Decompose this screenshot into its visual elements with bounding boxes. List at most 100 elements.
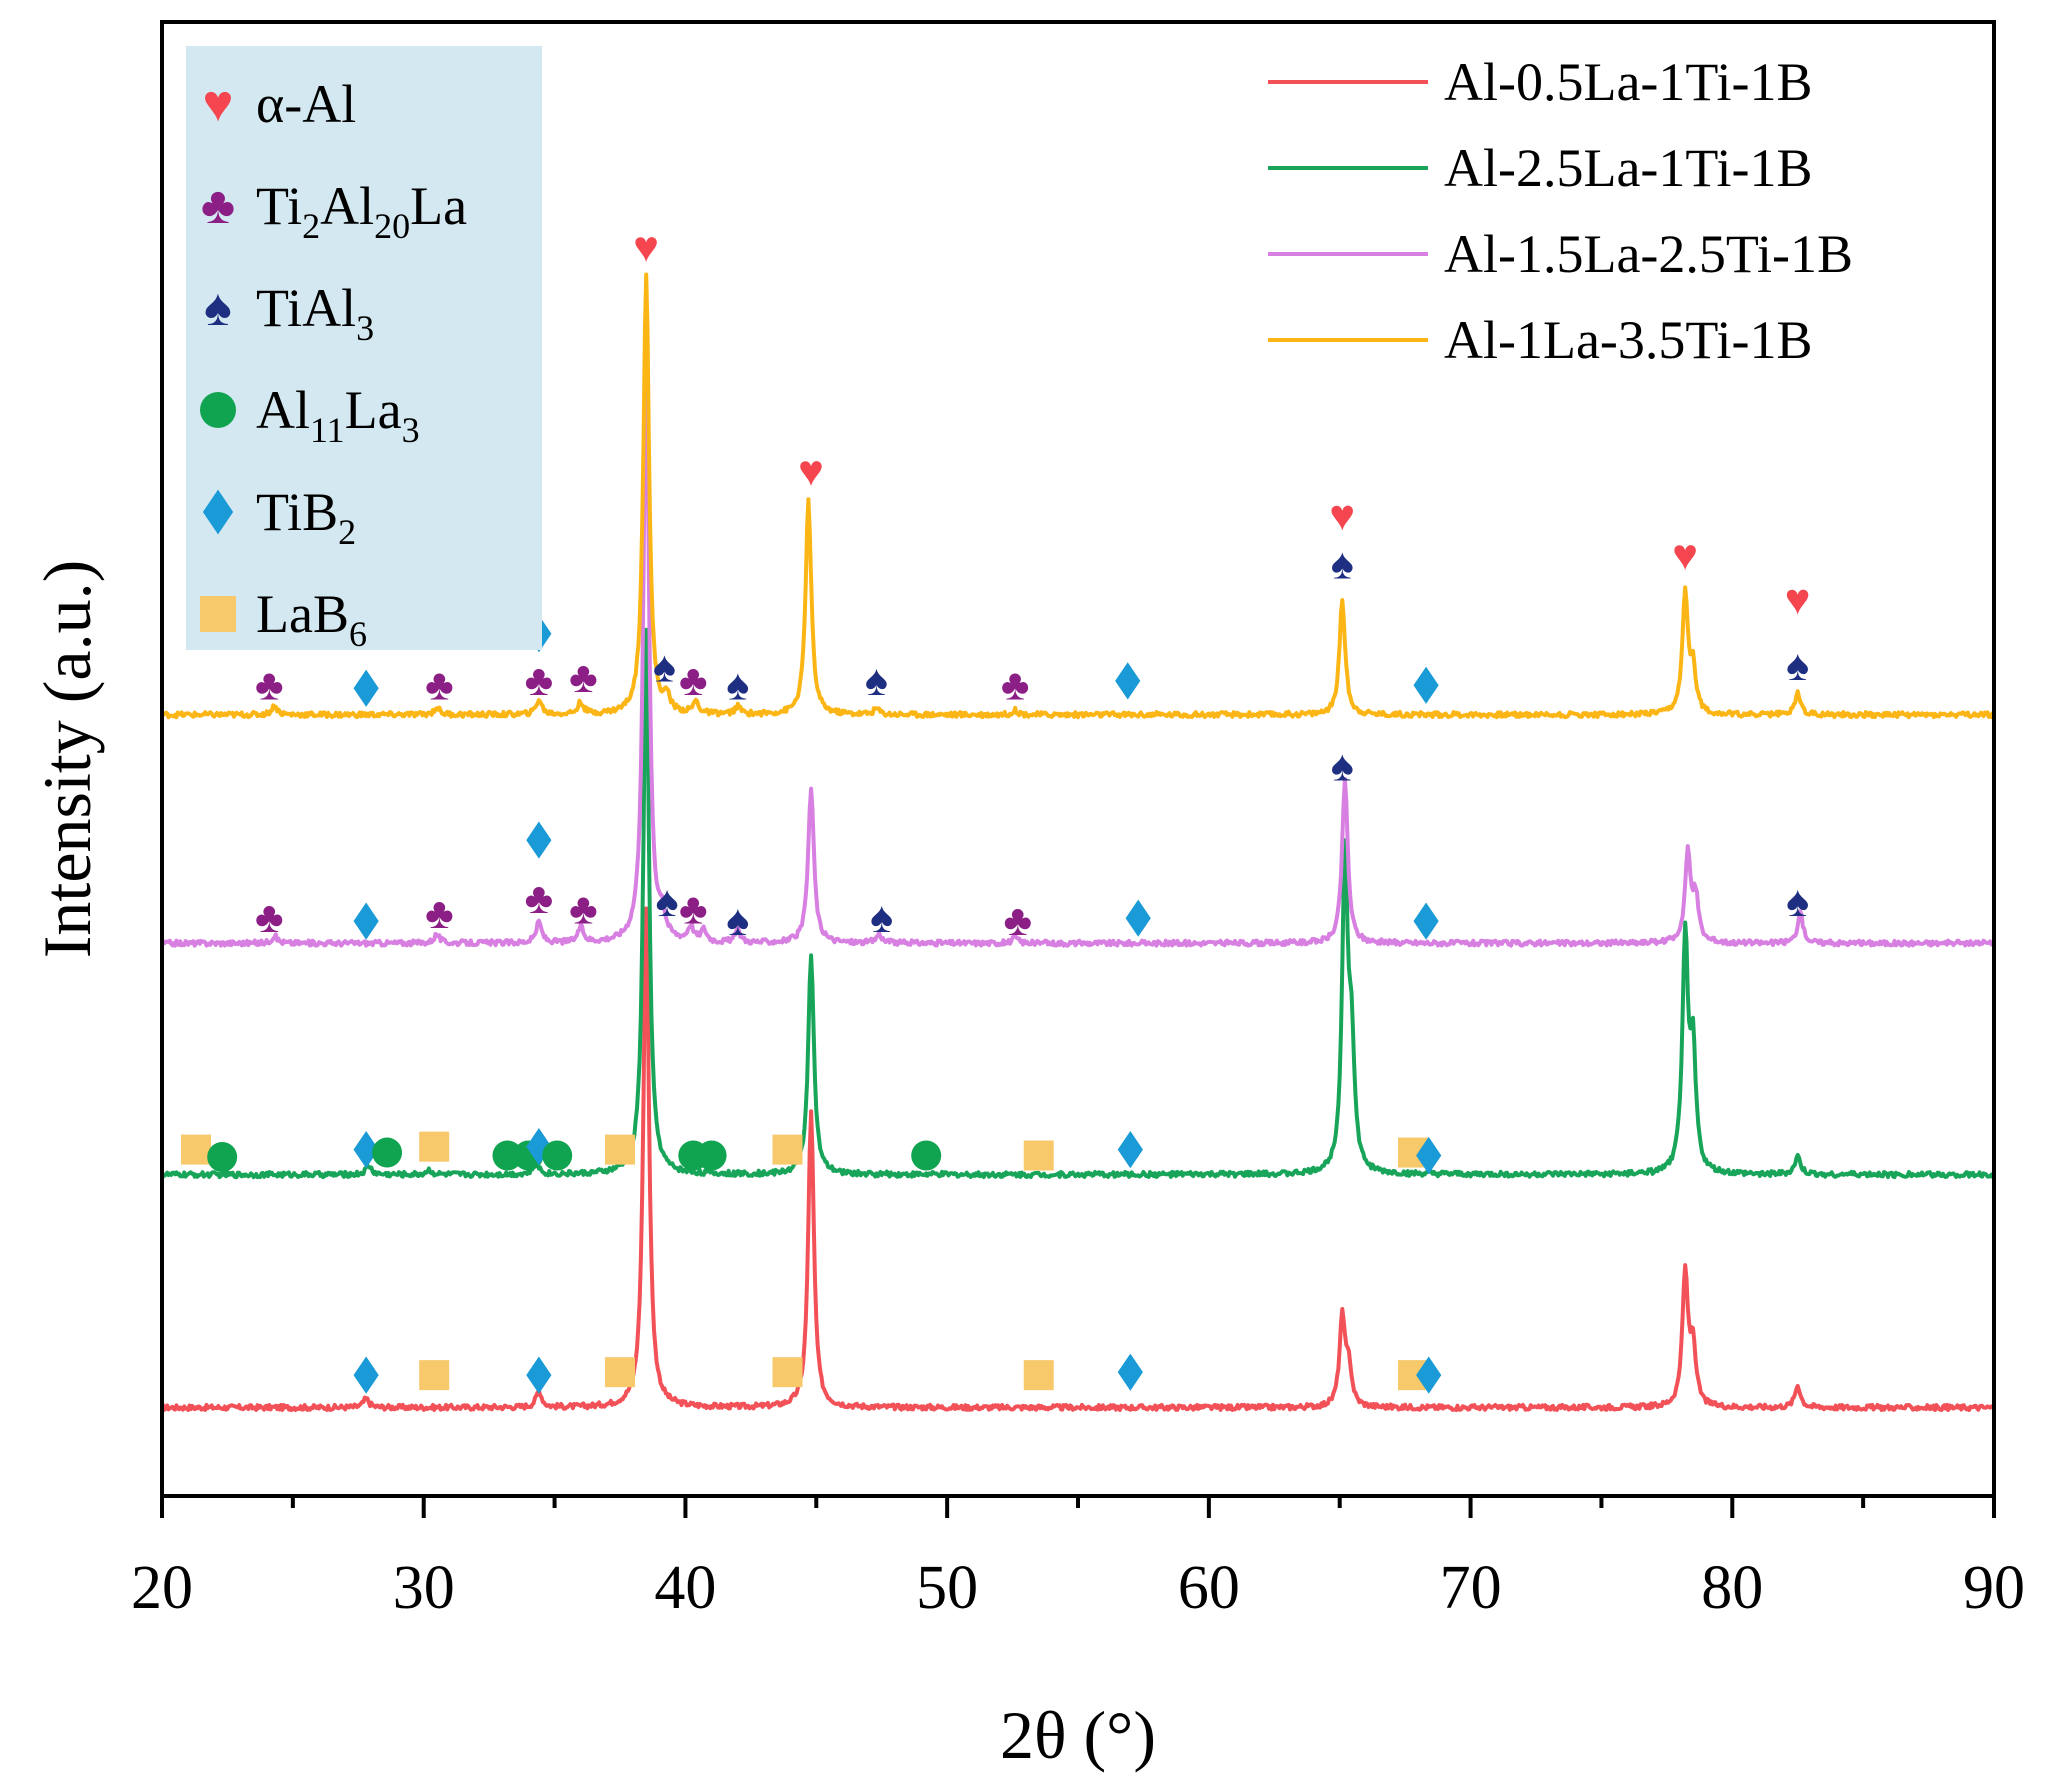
x-axis: 20 30 40 50 60 70 80 90	[131, 1496, 2025, 1622]
series-legend-label-1: Al-2.5La-1Ti-1B	[1444, 138, 1813, 198]
marker-2-13-tib2	[1413, 902, 1439, 940]
marker-0-1-lab6	[419, 1360, 450, 1391]
x-tick-label: 70	[1440, 1554, 1502, 1622]
series-line-1	[160, 627, 1996, 1180]
plot-area	[160, 272, 1996, 1412]
svg-text:♠: ♠	[726, 661, 749, 709]
svg-text:♥: ♥	[1785, 576, 1811, 624]
marker-3-16-tib2	[1413, 666, 1439, 704]
x-tick-label: 60	[1178, 1554, 1240, 1622]
phase-legend-item-alpha_al: ♥ α-Al	[203, 74, 357, 134]
marker-0-4-lab6	[772, 1357, 803, 1388]
marker-1-0-lab6	[181, 1134, 212, 1165]
phase-markers: ♣ ♣ ♣ ♣ ♠ ♣ ♠ ♠ ♣♠♠♣ ♣ ♣ ♣♥♠ ♣ ♠♥♠ ♣♥♠ ♥♥♠	[181, 224, 1811, 1394]
marker-2-12-tial3: ♠	[1331, 742, 1354, 790]
svg-text:♣: ♣	[525, 875, 554, 923]
phase-legend-label-part: 11	[310, 410, 345, 450]
marker-3-6-alpha_al: ♥	[633, 224, 659, 272]
marker-0-5-lab6	[1023, 1360, 1054, 1391]
phase-legend-item-tib2: TiB2	[202, 482, 356, 552]
marker-3-2-ti2al20la: ♣	[425, 661, 454, 709]
marker-0-0-tib2	[353, 1356, 379, 1394]
series-line-2	[160, 349, 1996, 948]
marker-1-9-lab6	[605, 1134, 635, 1165]
marker-1-1-al11la3	[207, 1141, 238, 1172]
series-legend-label-3: Al-1La-3.5Ti-1B	[1444, 310, 1813, 370]
marker-3-9-tial3: ♠	[726, 661, 749, 709]
phase-legend-label-part: 3	[402, 410, 420, 450]
marker-2-6-tial3: ♠	[656, 878, 679, 926]
series-legend-item-3: Al-1La-3.5Ti-1B	[1268, 310, 1813, 370]
svg-text:♠: ♠	[1786, 642, 1809, 690]
phase-legend-label-part: α-Al	[256, 74, 356, 134]
marker-0-8-tib2	[1416, 1356, 1442, 1394]
marker-3-12-ti2al20la: ♣	[1001, 661, 1030, 709]
marker-3-18-alpha_al: ♥	[1785, 576, 1811, 624]
svg-text:♣: ♣	[255, 661, 284, 709]
svg-text:♣: ♣	[425, 661, 454, 709]
phase-legend-symbol-al11la3	[200, 392, 236, 428]
marker-2-11-tib2	[1125, 899, 1151, 937]
marker-2-10-ti2al20la: ♣	[1004, 897, 1033, 945]
phase-legend-label-part: 3	[356, 308, 374, 348]
marker-3-7-tial3: ♠	[653, 644, 676, 692]
x-tick-label: 50	[916, 1554, 978, 1622]
x-tick-label: 90	[1963, 1554, 2025, 1622]
series-legend-item-0: Al-0.5La-1Ti-1B	[1268, 52, 1813, 112]
marker-3-11-tial3: ♠	[865, 657, 888, 705]
marker-1-12-lab6	[772, 1134, 803, 1165]
series-legend-item-1: Al-2.5La-1Ti-1B	[1268, 138, 1813, 198]
marker-2-8-tial3: ♠	[726, 897, 749, 945]
marker-1-4-lab6	[419, 1131, 450, 1162]
svg-text:♥: ♥	[798, 448, 824, 496]
phase-legend-symbol-ti2al20la: ♣	[201, 177, 235, 235]
svg-text:♣: ♣	[679, 657, 708, 705]
marker-3-14-alpha_al: ♥	[1329, 492, 1355, 540]
marker-2-0-ti2al20la: ♣	[255, 894, 284, 942]
phase-legend-label-part: 6	[349, 614, 367, 654]
marker-3-13-tib2	[1115, 662, 1141, 700]
svg-text:♠: ♠	[870, 894, 893, 942]
phase-legend-symbol-tib2	[202, 489, 234, 535]
marker-2-4-ti2al20la: ♣	[525, 875, 554, 923]
phase-legend-label-part: La	[345, 380, 402, 440]
marker-1-13-al11la3	[911, 1140, 942, 1171]
svg-text:♣: ♣	[569, 654, 598, 702]
phase-legend-label-part: LaB	[256, 584, 349, 644]
svg-text:♣: ♣	[425, 890, 454, 938]
phase-legend-label-part: TiAl	[256, 278, 356, 338]
svg-text:♣: ♣	[1004, 897, 1033, 945]
marker-3-1-tib2	[353, 669, 379, 707]
phase-legend-item-lab6: LaB6	[200, 584, 367, 654]
marker-0-2-tib2	[526, 1356, 552, 1394]
svg-text:♥: ♥	[1672, 532, 1698, 580]
x-tick-label: 20	[131, 1554, 193, 1622]
marker-3-17-alpha_al: ♥	[1672, 532, 1698, 580]
marker-2-9-tial3: ♠	[870, 894, 893, 942]
svg-text:♠: ♠	[204, 279, 232, 337]
svg-text:♠: ♠	[726, 897, 749, 945]
x-tick-label: 40	[654, 1554, 716, 1622]
marker-1-8-al11la3	[542, 1140, 573, 1171]
marker-1-17-tib2	[1416, 1136, 1442, 1175]
series-legend: Al-0.5La-1Ti-1B Al-2.5La-1Ti-1B Al-1.5La-2…	[1268, 52, 1853, 370]
phase-legend-item-ti2al20la: ♣ Ti2Al20La	[201, 176, 467, 246]
svg-text:♥: ♥	[203, 75, 234, 133]
y-axis-title: Intensity (a.u.)	[29, 560, 105, 958]
marker-2-5-ti2al20la: ♣	[569, 885, 598, 933]
svg-text:♠: ♠	[653, 644, 676, 692]
series-legend-item-2: Al-1.5La-2.5Ti-1B	[1268, 224, 1853, 284]
phase-legend-label-al11la3: Al11La3	[256, 380, 420, 450]
marker-2-1-tib2	[353, 902, 379, 940]
phase-legend-item-tial3: ♠ TiAl3	[204, 278, 374, 348]
svg-text:♠: ♠	[656, 878, 679, 926]
marker-2-3-tib2	[526, 821, 552, 859]
svg-text:♣: ♣	[201, 177, 235, 235]
phase-legend-label-part: La	[410, 176, 467, 236]
x-axis-title: 2θ (°)	[1000, 1697, 1156, 1773]
marker-1-15-tib2	[1117, 1131, 1143, 1169]
phase-legend-item-al11la3: Al11La3	[200, 380, 420, 450]
marker-1-11-al11la3	[696, 1140, 727, 1171]
marker-1-5-al11la3	[492, 1140, 523, 1171]
